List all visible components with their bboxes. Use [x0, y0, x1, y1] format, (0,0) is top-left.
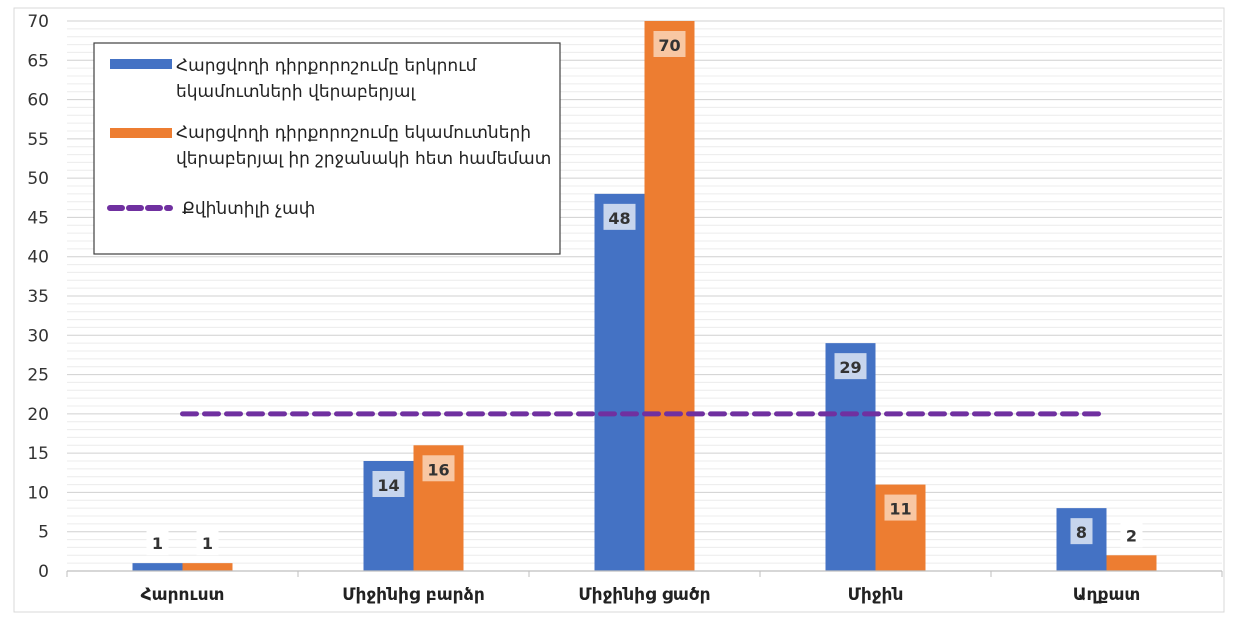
y-tick-label: 60	[27, 91, 49, 111]
data-label-series-2: 16	[427, 460, 449, 479]
y-tick-label: 65	[27, 51, 49, 71]
data-label-box	[884, 494, 917, 521]
y-tick-label: 15	[27, 444, 49, 464]
data-labels: 1 14 48 29 8 1 16 70 11 2	[146, 31, 1143, 556]
y-tick-label: 50	[27, 169, 49, 189]
data-label-series-2: 70	[658, 36, 680, 55]
x-axis: Հարուստ Միջինից բարձր Միջինից ցածր Միջին Աղք…	[66, 570, 1223, 605]
data-label-box	[834, 353, 867, 380]
data-label-box	[196, 529, 219, 556]
bar-series-1	[594, 193, 645, 571]
data-label-series-2: 11	[889, 500, 911, 519]
data-label-series-2: 1	[202, 534, 213, 553]
bar-series-1	[825, 343, 876, 571]
y-tick-label: 45	[27, 208, 49, 228]
data-label-box	[146, 529, 169, 556]
y-axis: 0 5 10 15 20 25 30 35 40 45 50 55 60 65 70	[27, 12, 49, 582]
y-tick-label: 70	[27, 12, 49, 32]
data-label-series-1: 1	[152, 534, 163, 553]
x-tick-label: Միջինից ցածր	[578, 585, 710, 605]
data-label-box	[1070, 518, 1093, 545]
legend-label-series-2-line-1: Հարցվողի դիրքորոշումը եկամուտների	[176, 123, 531, 143]
bar-series-2	[1106, 555, 1157, 571]
legend-label-series-2-line-2: վերաբերյալ իր շրջանակի հետ համեմատ	[176, 149, 551, 169]
legend-swatch-series-1	[110, 59, 172, 69]
y-tick-label: 30	[27, 326, 49, 346]
x-tick-label: Միջին	[848, 585, 904, 605]
legend-label-series-1-line-2: եկամուտների վերաբերյալ	[176, 82, 416, 102]
y-tick-label: 35	[27, 287, 49, 307]
y-tick-label: 25	[27, 366, 49, 386]
data-label-box	[603, 203, 636, 230]
data-label-box	[653, 31, 686, 57]
data-label-series-2: 2	[1126, 526, 1137, 545]
x-tick-label: Աղքատ	[1073, 585, 1141, 605]
data-label-series-1: 8	[1076, 523, 1087, 542]
y-tick-label: 0	[38, 562, 49, 582]
legend-label-series-1-line-1: Հարցվողի դիրքորոշումը երկրում	[176, 56, 477, 76]
x-tick-label: Միջինից բարձր	[342, 585, 485, 605]
y-tick-label: 55	[27, 130, 49, 150]
bar-series-1	[132, 563, 183, 571]
y-tick-label: 10	[27, 483, 49, 503]
data-label-box	[372, 471, 405, 497]
bar-series-2	[182, 563, 233, 571]
x-tick-label: Հարուստ	[141, 585, 225, 605]
bars	[132, 21, 1157, 571]
y-tick-label: 20	[27, 405, 49, 425]
data-label-box	[422, 455, 455, 482]
legend-box	[93, 42, 561, 255]
data-label-series-1: 48	[608, 209, 630, 228]
y-tick-label: 40	[27, 248, 49, 268]
bar-series-2	[644, 21, 695, 571]
legend-swatch-series-2	[110, 128, 172, 138]
legend: Հարցվողի դիրքորոշումը երկրում եկամուտներ…	[93, 42, 561, 255]
plot-frame	[13, 7, 1225, 613]
data-label-series-1: 29	[839, 358, 861, 377]
legend-label-reference-line: Քվինտիլի չափ	[182, 199, 315, 219]
data-label-series-1: 14	[377, 476, 399, 495]
y-tick-label: 5	[38, 523, 49, 543]
data-label-box	[1120, 521, 1143, 548]
